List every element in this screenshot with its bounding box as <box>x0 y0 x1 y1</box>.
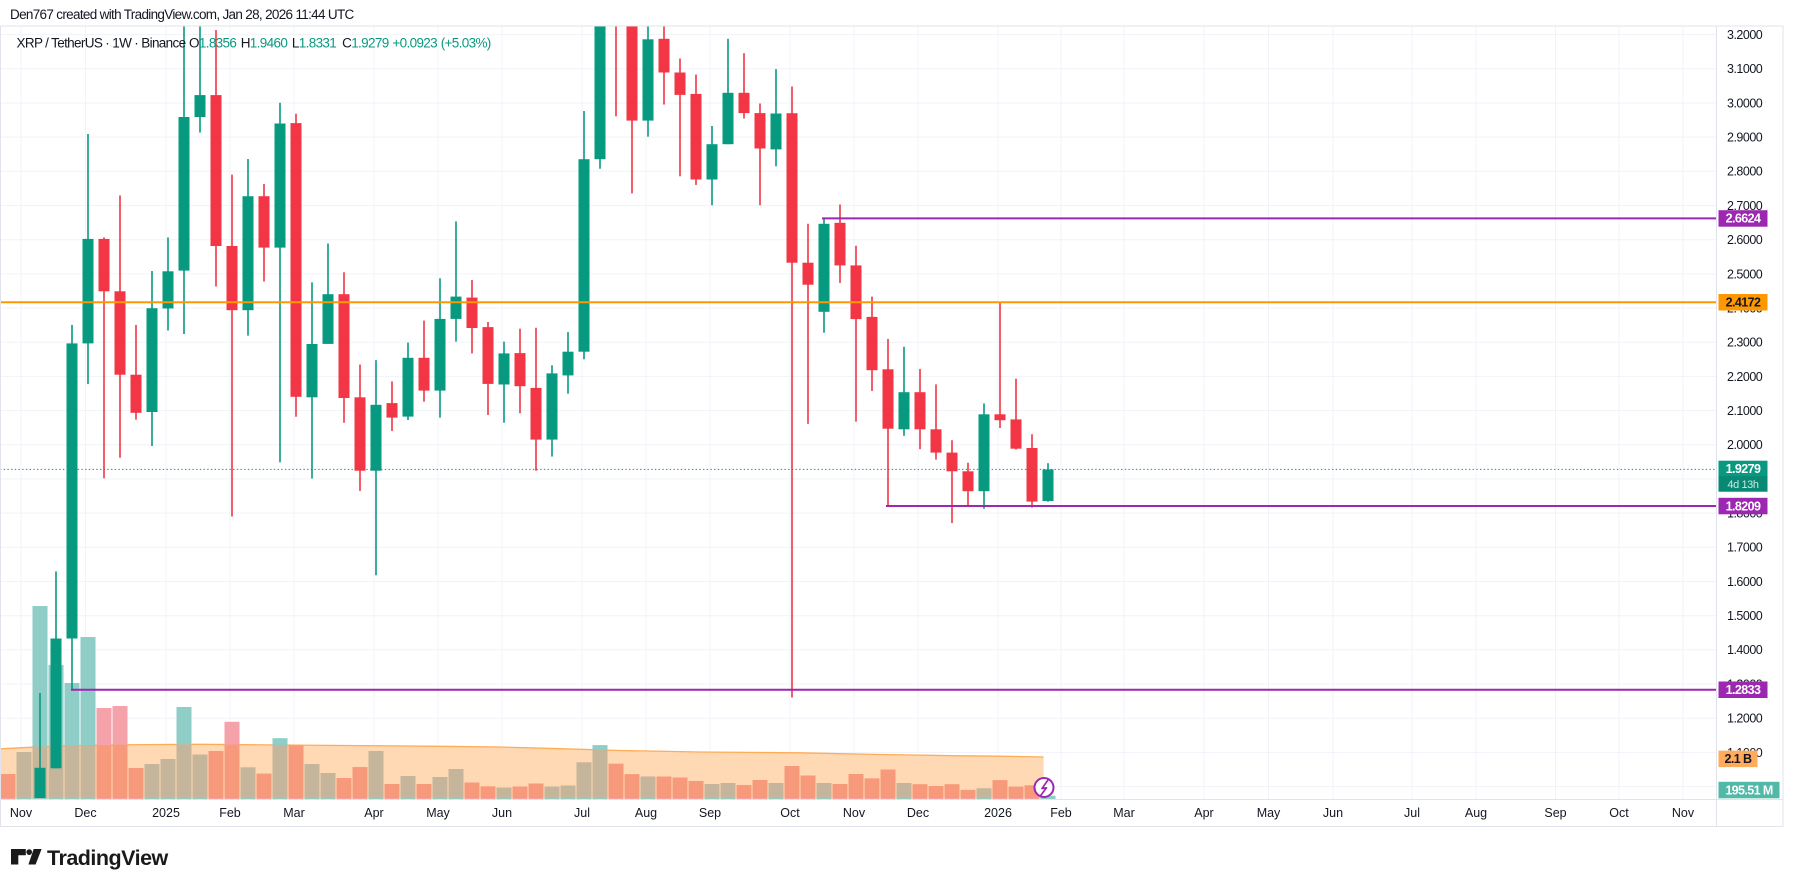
svg-text:May: May <box>426 806 450 820</box>
svg-text:C1.9279: C1.9279 <box>342 36 389 51</box>
svg-text:Feb: Feb <box>219 806 241 820</box>
svg-text:2025: 2025 <box>152 806 180 820</box>
svg-text:2.1000: 2.1000 <box>1727 404 1763 418</box>
svg-text:Jul: Jul <box>574 806 590 820</box>
svg-text:3.1000: 3.1000 <box>1727 62 1763 76</box>
svg-text:2.9000: 2.9000 <box>1727 131 1763 145</box>
svg-text:1.2000: 1.2000 <box>1727 712 1763 726</box>
svg-text:1.6000: 1.6000 <box>1727 575 1763 589</box>
svg-text:2.4172: 2.4172 <box>1726 296 1761 310</box>
svg-text:H1.9460: H1.9460 <box>241 36 288 51</box>
svg-text:Oct: Oct <box>780 806 800 820</box>
svg-text:L1.8331: L1.8331 <box>292 36 336 51</box>
svg-text:Nov: Nov <box>843 806 866 820</box>
svg-text:2.6624: 2.6624 <box>1726 212 1761 226</box>
svg-text:O1.8356: O1.8356 <box>189 36 236 51</box>
svg-text:Apr: Apr <box>364 806 383 820</box>
svg-text:2.8000: 2.8000 <box>1727 165 1763 179</box>
svg-text:Mar: Mar <box>1113 806 1135 820</box>
svg-text:Feb: Feb <box>1050 806 1072 820</box>
svg-text:Sep: Sep <box>1544 806 1566 820</box>
svg-text:195.51 M: 195.51 M <box>1725 783 1773 797</box>
svg-text:Oct: Oct <box>1609 806 1629 820</box>
svg-text:(+5.03%): (+5.03%) <box>441 36 491 51</box>
svg-text:1.9279: 1.9279 <box>1726 462 1761 476</box>
svg-text:May: May <box>1257 806 1281 820</box>
svg-text:2.7000: 2.7000 <box>1727 199 1763 213</box>
svg-text:Apr: Apr <box>1194 806 1213 820</box>
svg-text:Dec: Dec <box>907 806 929 820</box>
svg-text:1.2833: 1.2833 <box>1726 683 1761 697</box>
svg-text:Jul: Jul <box>1404 806 1420 820</box>
svg-text:2.0000: 2.0000 <box>1727 438 1763 452</box>
svg-text:1.4000: 1.4000 <box>1727 643 1763 657</box>
svg-text:2.1 B: 2.1 B <box>1725 752 1752 766</box>
svg-text:Nov: Nov <box>1672 806 1695 820</box>
svg-text:Sep: Sep <box>699 806 721 820</box>
svg-text:3.2000: 3.2000 <box>1727 28 1763 42</box>
svg-text:Aug: Aug <box>635 806 657 820</box>
svg-text:2026: 2026 <box>984 806 1012 820</box>
svg-text:1.8209: 1.8209 <box>1726 499 1761 513</box>
svg-text:Mar: Mar <box>283 806 305 820</box>
svg-text:Den767 created with TradingVie: Den767 created with TradingView.com, Jan… <box>10 7 355 22</box>
svg-text:Aug: Aug <box>1465 806 1487 820</box>
svg-text:2.2000: 2.2000 <box>1727 370 1763 384</box>
svg-text:TradingView: TradingView <box>47 846 169 870</box>
svg-text:+0.0923: +0.0923 <box>392 36 437 51</box>
svg-text:2.6000: 2.6000 <box>1727 233 1763 247</box>
svg-text:XRP / TetherUS · 1W · Binance: XRP / TetherUS · 1W · Binance <box>17 36 186 51</box>
svg-text:2.3000: 2.3000 <box>1727 336 1763 350</box>
svg-text:1.7000: 1.7000 <box>1727 541 1763 555</box>
svg-text:Jun: Jun <box>492 806 512 820</box>
svg-text:4d 13h: 4d 13h <box>1727 479 1759 491</box>
svg-text:Nov: Nov <box>10 806 33 820</box>
svg-text:2.5000: 2.5000 <box>1727 267 1763 281</box>
svg-text:1.5000: 1.5000 <box>1727 609 1763 623</box>
svg-text:Jun: Jun <box>1323 806 1343 820</box>
svg-text:3.0000: 3.0000 <box>1727 96 1763 110</box>
svg-text:Dec: Dec <box>74 806 96 820</box>
